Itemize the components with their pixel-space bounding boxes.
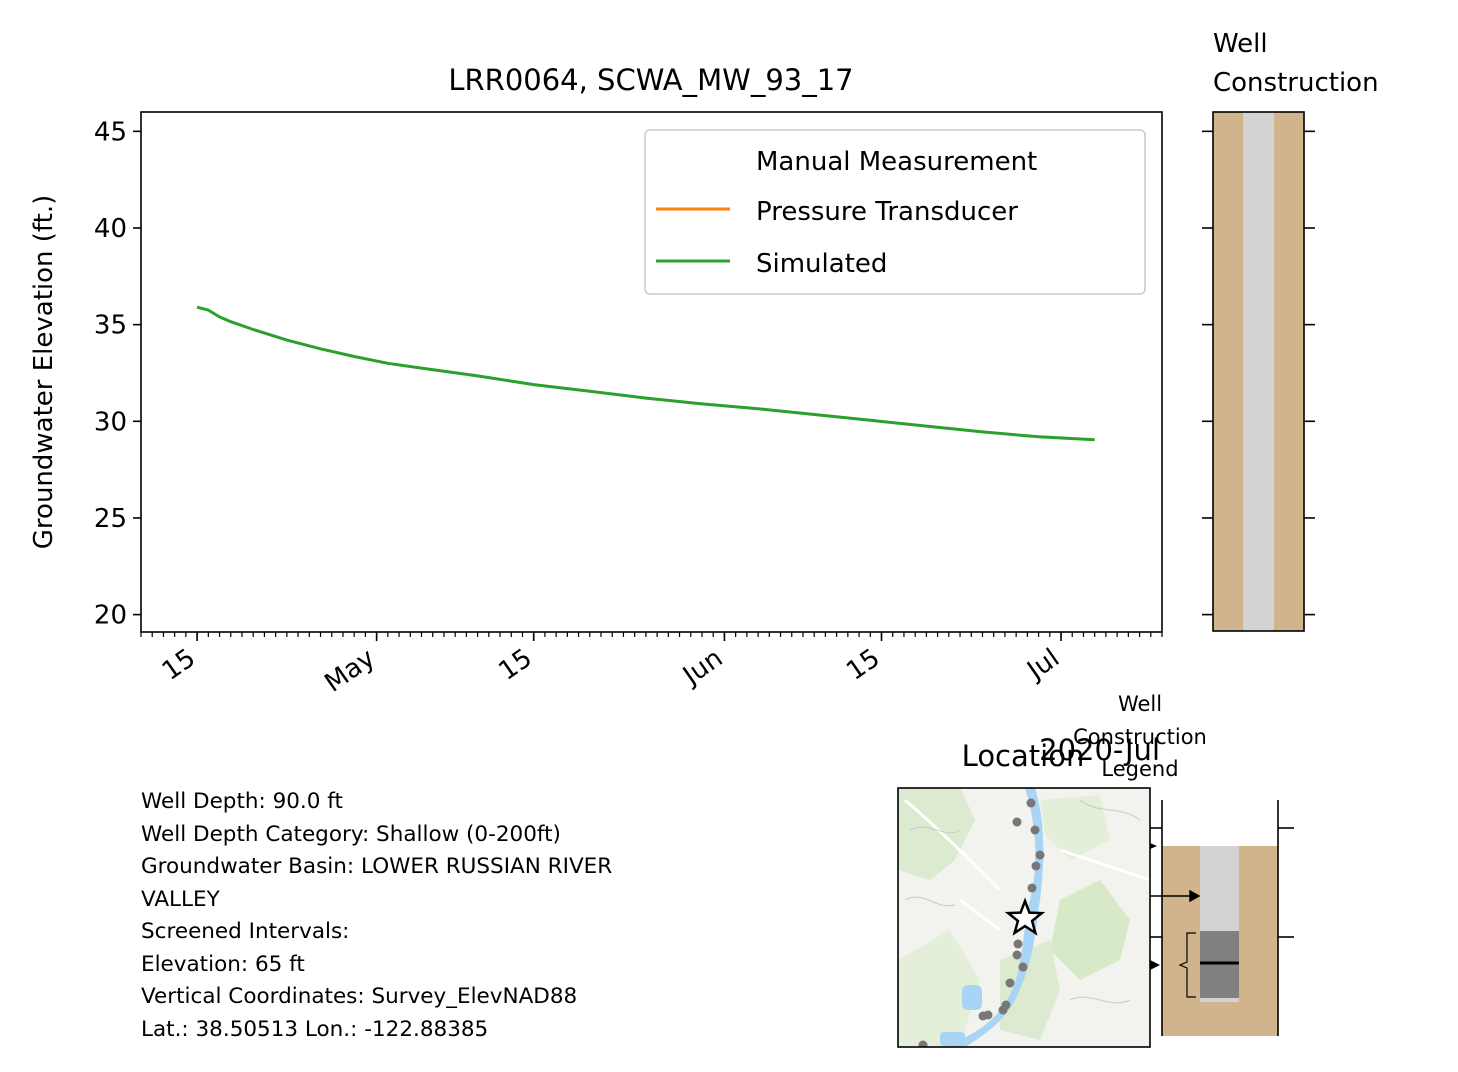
nearby-well-dot	[998, 1005, 1008, 1015]
map-pond	[962, 985, 982, 1010]
nearby-well-dot	[1035, 850, 1045, 860]
legend-arrow-icon	[1150, 889, 1201, 903]
legend-casing	[1200, 846, 1239, 931]
info-basin-line1: Groundwater Basin: LOWER RUSSIAN RIVER	[141, 854, 613, 879]
nearby-well-dot	[918, 1040, 928, 1047]
legend-brace	[1178, 932, 1196, 998]
legend-box	[644, 129, 1146, 295]
x-axis-ticks: 15 May 15 Jun 15 Jul	[157, 632, 1065, 699]
nearby-wells	[918, 798, 1045, 1047]
location-map	[897, 787, 1151, 1048]
legend: Manual Measurement Pressure Transducer S…	[644, 129, 1146, 295]
legend-left-marker-icon	[1150, 960, 1160, 970]
info-depth-category: Well Depth Category: Shallow (0-200ft)	[141, 821, 561, 847]
x-tick-label: May	[319, 643, 380, 698]
nearby-well-dot	[983, 1010, 993, 1020]
legend-panel-title-line1: Well	[1118, 692, 1162, 716]
y-tick-label: 20	[94, 601, 127, 631]
y-tick-label: 40	[94, 214, 127, 244]
well-construction-title-line2: Construction	[1213, 68, 1379, 98]
legend-label-pressure-transducer: Pressure Transducer	[756, 197, 1018, 227]
info-basin-line2: VALLEY	[141, 886, 220, 912]
soil-left	[1213, 112, 1243, 631]
well-construction-legend	[1150, 800, 1294, 1036]
info-well-depth: Well Depth: 90.0 ft	[141, 789, 343, 814]
well-info: Well Depth: 90.0 ft Well Depth Category:…	[141, 786, 612, 1046]
well-construction-column	[1212, 111, 1305, 632]
x-offset-label: 2020-Jul	[1039, 733, 1160, 767]
x-tick-label: 15	[493, 643, 537, 687]
map-vegetation-3	[1000, 940, 1060, 1040]
legend-label-manual: Manual Measurement	[756, 147, 1037, 177]
nearby-well-dot	[1012, 950, 1022, 960]
plot-frame	[140, 111, 1163, 633]
chart-title: LRR0064, SCWA_MW_93_17	[448, 63, 853, 97]
well-construction-title-line1: Well	[1213, 29, 1268, 59]
legend-label-simulated: Simulated	[756, 249, 887, 279]
map-pond-2	[940, 1032, 965, 1046]
map-vegetation-5	[1040, 795, 1110, 860]
nearby-well-dot	[1013, 939, 1023, 949]
info-elevation: Elevation: 65 ft	[141, 951, 305, 977]
nearby-well-dot	[1030, 825, 1040, 835]
x-tick-label: Jun	[676, 643, 728, 692]
info-latlon: Lat.: 38.50513 Lon.: -122.88385	[141, 1016, 489, 1042]
well-construction-ticks	[1202, 130, 1315, 616]
star-icon	[1004, 897, 1046, 936]
location-title: Location	[962, 739, 1085, 773]
x-axis-minor-ticks	[140, 632, 1163, 637]
map-frame	[897, 787, 1151, 1048]
series-layer	[196, 305, 1095, 442]
column-frame	[1212, 111, 1305, 632]
legend-panel-title-line2: Construction	[1073, 725, 1207, 749]
map-contours	[904, 799, 1141, 1004]
legend-left-marker-icon-2	[1150, 843, 1157, 849]
y-tick-label: 45	[94, 117, 127, 147]
soil-right	[1274, 112, 1304, 631]
nearby-well-dot	[1005, 978, 1015, 988]
y-axis-label: Groundwater Elevation (ft.)	[29, 195, 59, 549]
legend-sump	[1200, 998, 1239, 1002]
nearby-well-dot	[1018, 962, 1028, 972]
map-vegetation-2	[1050, 880, 1130, 980]
x-tick-label: 15	[841, 643, 885, 687]
y-axis-ticks: 20 25 30 35 40 45	[94, 117, 141, 631]
map-river	[945, 788, 1044, 1047]
series-line-simulated	[196, 305, 1095, 442]
y-tick-label: 35	[94, 311, 127, 341]
casing	[1243, 112, 1274, 631]
x-tick-label: Jul	[1020, 643, 1065, 687]
nearby-well-dot	[1031, 861, 1041, 871]
nearby-well-dot	[1012, 817, 1022, 827]
nearby-well-dot	[1027, 883, 1037, 893]
y-tick-label: 30	[94, 407, 127, 437]
map-road	[904, 798, 1150, 932]
nearby-well-dot	[1026, 798, 1036, 808]
y-tick-label: 25	[94, 504, 127, 534]
info-screened: Screened Intervals:	[141, 919, 350, 944]
x-tick-label: 15	[157, 643, 201, 687]
info-vertical: Vertical Coordinates: Survey_ElevNAD88	[141, 984, 578, 1009]
map-vegetation-4	[898, 930, 980, 1047]
legend-panel-title-line3: Legend	[1101, 757, 1178, 781]
